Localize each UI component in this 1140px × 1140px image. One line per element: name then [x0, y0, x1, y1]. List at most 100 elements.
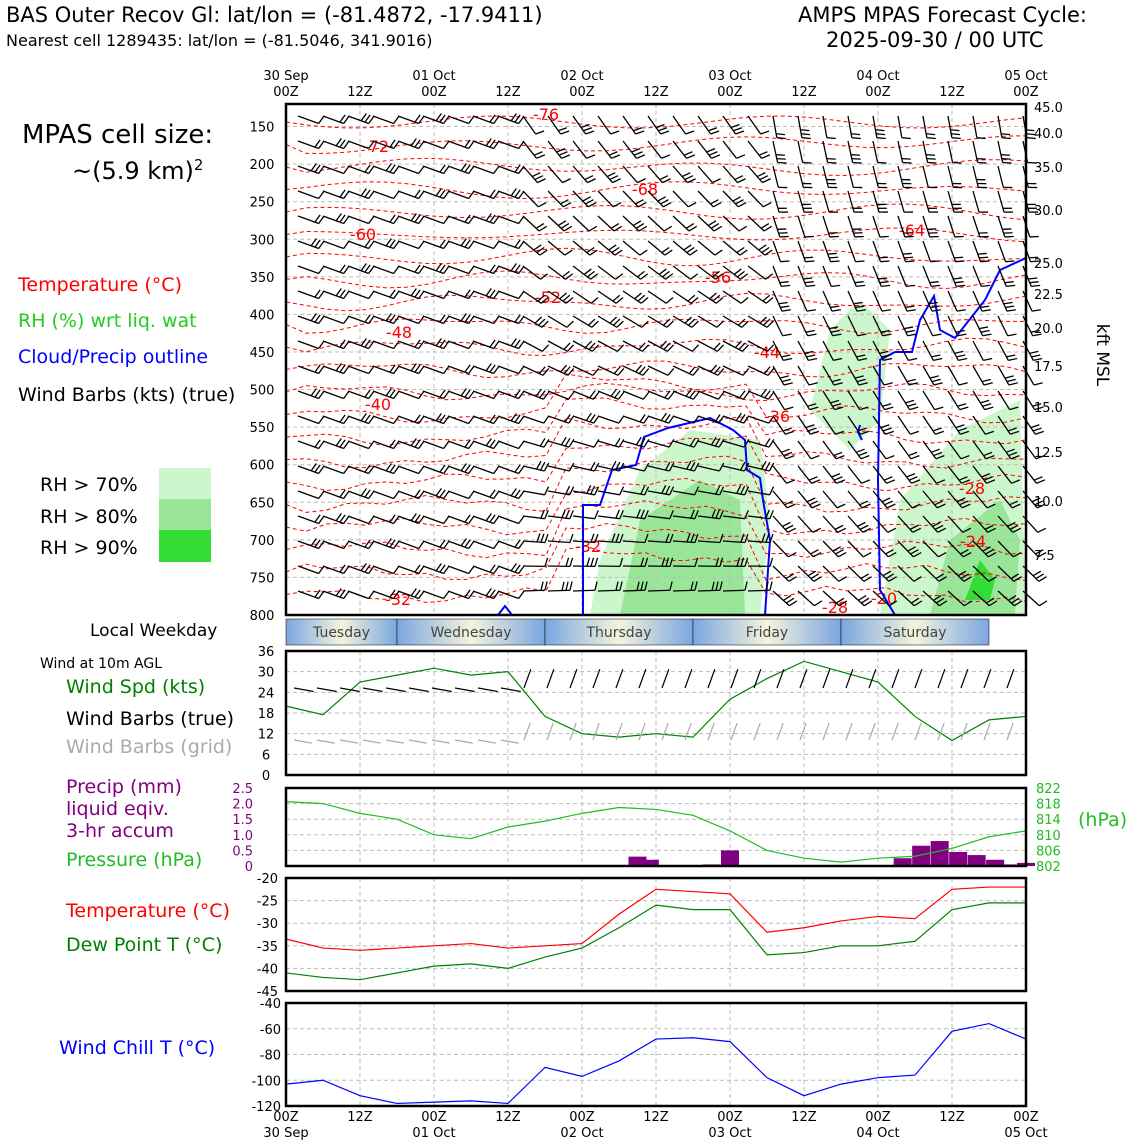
wind-barb — [889, 600, 898, 607]
wind-barb — [322, 315, 344, 325]
wind-barb — [740, 485, 746, 495]
top-time-tick: 00Z — [865, 85, 891, 100]
wind-barb — [647, 115, 662, 135]
wind-barb — [933, 382, 943, 386]
pressure-tick-label: 650 — [250, 496, 275, 511]
wind-barb — [859, 406, 869, 411]
panel-frame — [284, 786, 1028, 868]
surface-wind-barb-true — [431, 687, 452, 693]
wind-barb — [972, 490, 988, 509]
wind-barb — [364, 339, 371, 348]
wind-barb — [955, 329, 965, 333]
wind-barb — [930, 305, 940, 309]
wind-barb — [618, 415, 625, 424]
wind-barb — [414, 289, 421, 298]
wind-barb — [1032, 403, 1042, 407]
wind-barb — [897, 315, 909, 337]
wind-tick-label: 6 — [262, 748, 270, 763]
wind-barb — [897, 265, 907, 287]
wind-barb — [343, 140, 350, 149]
wind-barb — [643, 439, 650, 448]
wind-barb — [591, 344, 600, 352]
wind-barb — [937, 551, 947, 558]
wind-barb — [547, 240, 566, 256]
wind-barb — [986, 597, 995, 604]
wind-barb — [485, 588, 492, 597]
wind-barb — [544, 486, 550, 496]
wind-barb — [364, 239, 371, 248]
wind-barb — [687, 201, 697, 208]
wind-barb — [560, 223, 570, 229]
wind-barb — [672, 190, 689, 208]
wind-barb — [447, 115, 469, 125]
pressure-axis-label: 814 — [1036, 813, 1061, 828]
wind-barb — [414, 489, 421, 498]
pressure-tick-label: 600 — [250, 459, 275, 474]
wind-barb — [766, 344, 775, 352]
wind-barb — [522, 140, 538, 159]
wind-barb — [665, 557, 670, 567]
wind-barb — [584, 175, 594, 181]
wind-barb — [568, 439, 575, 448]
wind-barb — [732, 196, 741, 202]
surface-wind-barb-true — [523, 669, 532, 689]
wind-barb — [1006, 378, 1016, 383]
wind-barb — [1026, 133, 1036, 136]
wind-barb — [1006, 309, 1016, 312]
wind-barb — [1007, 333, 1017, 337]
wind-barb — [468, 565, 475, 574]
wind-barb — [533, 151, 543, 156]
wind-barb — [538, 225, 548, 232]
wind-barb — [783, 594, 792, 601]
wind-barb — [418, 215, 425, 224]
chill-tick-label: -80 — [260, 1049, 281, 1064]
wind-barb — [877, 161, 887, 164]
wind-barb — [297, 190, 319, 200]
wind-barb — [747, 265, 766, 280]
wind-barb — [493, 515, 500, 524]
wind-barb — [418, 115, 425, 124]
wind-barb — [385, 163, 392, 172]
wind-barb — [1032, 427, 1042, 432]
wind-barb — [722, 390, 744, 400]
wind-barb — [447, 190, 469, 200]
wind-barb — [569, 557, 574, 567]
wind-barb — [397, 465, 419, 475]
wind-barb — [711, 154, 721, 159]
height-tick-label: 25.0 — [1034, 257, 1063, 272]
wind-barb — [397, 265, 419, 275]
surface-wind-barb-grid — [684, 722, 692, 741]
wind-barb — [647, 365, 669, 376]
temperature-label: -64 — [899, 221, 925, 240]
wind-barb — [713, 225, 723, 232]
wind-barb — [397, 565, 419, 575]
bottom-time-tick: 00Z — [421, 1110, 447, 1125]
wind-barb — [422, 165, 444, 175]
wind-barb — [422, 440, 444, 450]
wind-barb — [960, 573, 970, 580]
wind-barb — [580, 123, 590, 129]
wind-barb — [797, 440, 812, 460]
wind-barb — [443, 265, 450, 274]
wind-barb — [697, 340, 718, 352]
temperature-label: -48 — [386, 323, 412, 342]
surface-wind-barb-true — [546, 669, 555, 689]
wind-barb — [443, 590, 450, 599]
wind-barb — [1029, 350, 1039, 354]
wind-barb — [851, 157, 861, 160]
wind-barb — [876, 137, 886, 140]
wind-barb — [660, 412, 667, 421]
wind-barb — [972, 265, 982, 287]
wind-barb — [619, 486, 625, 496]
wind-barb — [418, 315, 425, 324]
wind-barb — [775, 154, 785, 156]
wind-barb — [1031, 497, 1041, 503]
wind-barb — [562, 294, 571, 302]
wind-barb — [861, 597, 870, 604]
wind-barb — [347, 415, 369, 425]
wind-barb — [730, 123, 740, 129]
wind-barb — [972, 565, 990, 582]
wind-barb — [489, 114, 496, 123]
wind-barb — [718, 439, 725, 448]
wind-barb — [343, 590, 350, 599]
